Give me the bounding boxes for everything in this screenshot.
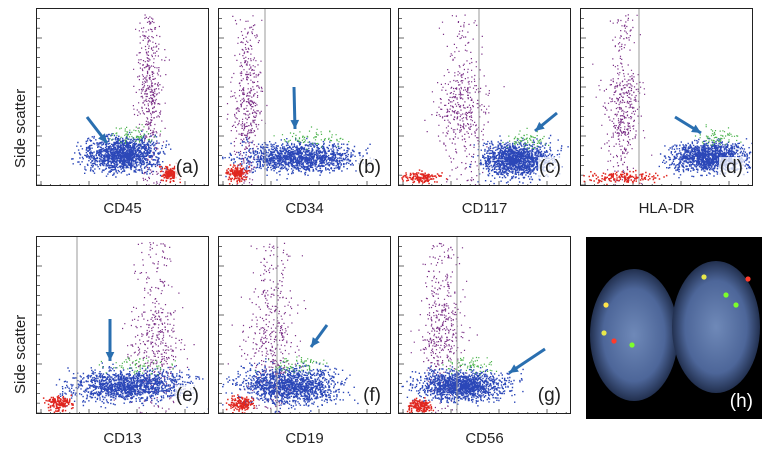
arrow-head-icon: [105, 351, 115, 361]
panel-d-hla-dr: (d): [580, 8, 753, 186]
x-axis-label-cd13: CD13: [103, 430, 142, 447]
dot-plot-f: [219, 237, 387, 413]
panel-label-a: (a): [174, 157, 200, 179]
panel-label-d: (d): [718, 157, 744, 179]
fish-nuclei: [590, 261, 760, 401]
panel-label-g: (g): [536, 385, 562, 407]
arrow-head-icon: [290, 119, 300, 129]
panel-label-b: (b): [356, 157, 382, 179]
dot-plot-g: [399, 237, 567, 413]
event-scatter: [222, 242, 359, 413]
dot-plot-e: [37, 237, 208, 413]
x-axis-label-hla-dr: HLA-DR: [638, 200, 695, 217]
fish-red-signal: [611, 338, 617, 344]
dot-plot-c: [399, 9, 569, 185]
panel-label-f: (f): [362, 385, 382, 407]
fish-fusion-signal: [701, 274, 707, 280]
axis-ticks: [399, 245, 567, 413]
arrow-head-icon: [98, 133, 107, 143]
nucleus-left: [590, 269, 678, 401]
panel-e-cd13: (e): [36, 236, 209, 414]
panel-c-cd117: (c): [398, 8, 571, 186]
x-axis-label-cd117: CD117: [461, 200, 508, 217]
x-axis-label-cd45: CD45: [103, 200, 142, 217]
panel-label-e: (e): [174, 385, 200, 407]
x-axis-label-cd34: CD34: [285, 200, 324, 217]
fish-green-signal: [733, 302, 739, 308]
axis-ticks: [219, 17, 387, 185]
arrow-head-icon: [691, 124, 701, 133]
fish-red-signal: [745, 276, 751, 282]
panel-f-cd19: (f): [218, 236, 391, 414]
nucleus-right: [672, 261, 760, 393]
arrow-head-icon: [535, 121, 545, 131]
axis-ticks: [399, 17, 567, 185]
y-axis-label-bottom: Side scatter: [12, 314, 29, 394]
event-scatter: [401, 14, 569, 185]
y-axis-label-top: Side scatter: [12, 88, 29, 168]
x-axis-label-cd56: CD56: [465, 430, 504, 447]
event-scatter: [222, 15, 375, 185]
panel-b-cd34: (b): [218, 8, 391, 186]
arrow-head-icon: [509, 364, 519, 373]
axis-ticks: [37, 245, 205, 413]
arrow-head-icon: [311, 337, 320, 347]
panel-g-cd56: (g): [398, 236, 571, 414]
event-scatter: [401, 242, 524, 413]
fish-fusion-signal: [601, 330, 607, 336]
panel-label-c: (c): [537, 157, 562, 179]
x-axis-label-cd19: CD19: [285, 430, 324, 447]
event-scatter: [71, 14, 182, 185]
fish-green-signal: [629, 342, 635, 348]
axis-ticks: [37, 17, 205, 185]
fish-fusion-signal: [603, 302, 609, 308]
dot-plot-b: [219, 9, 387, 185]
event-scatter: [42, 242, 208, 413]
panel-h-fish-image: (h): [586, 237, 762, 419]
fish-green-signal: [723, 292, 729, 298]
panel-label-h: (h): [729, 391, 753, 412]
panel-a-cd45: (a): [36, 8, 209, 186]
